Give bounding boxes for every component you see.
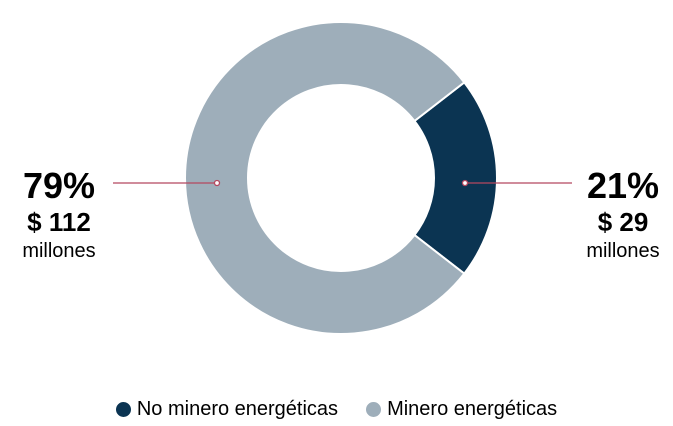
legend-item-minero: Minero energéticas bbox=[366, 398, 557, 421]
donut-chart bbox=[113, 21, 572, 335]
legend: No minero energéticas Minero energéticas bbox=[0, 398, 673, 421]
value-label-no-minero: $ 29 bbox=[597, 207, 649, 237]
label-no-minero: 21% $ 29 millones bbox=[578, 166, 668, 264]
unit-label-minero: millones bbox=[22, 240, 96, 262]
legend-swatch-minero bbox=[366, 402, 382, 417]
unit-label-no-minero: millones bbox=[586, 240, 660, 262]
leader-line-no-minero-dot bbox=[461, 179, 469, 187]
legend-swatch-no-minero bbox=[115, 402, 131, 417]
percent-label-no-minero: 21% bbox=[586, 165, 660, 206]
label-minero: 79% $ 112 millones bbox=[10, 166, 108, 264]
legend-label-no-minero: No minero energéticas bbox=[136, 398, 339, 420]
legend-label-minero: Minero energéticas bbox=[387, 398, 558, 420]
percent-label-minero: 79% bbox=[22, 165, 96, 206]
leader-line-minero-dot bbox=[213, 179, 221, 187]
value-label-minero: $ 112 bbox=[27, 207, 91, 237]
slice-minero bbox=[184, 21, 466, 335]
legend-item-no-minero: No minero energéticas bbox=[115, 398, 339, 421]
